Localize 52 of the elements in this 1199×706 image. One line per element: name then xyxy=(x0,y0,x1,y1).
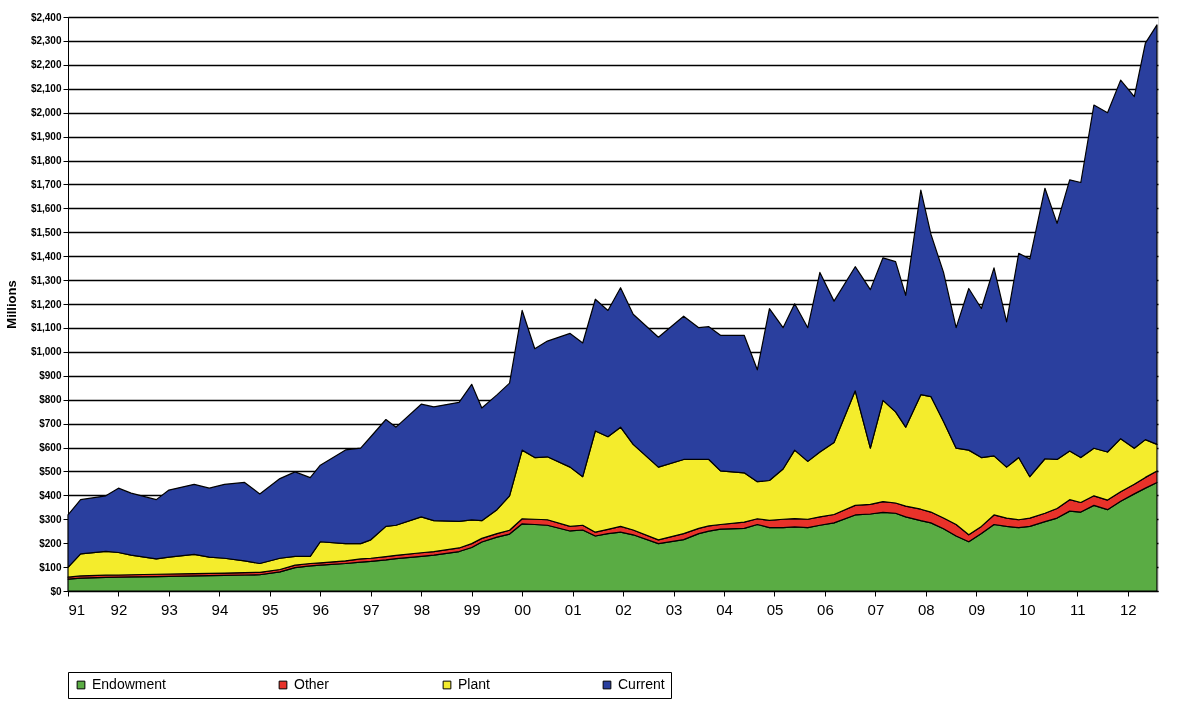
y-tick-label: $400 xyxy=(39,489,62,501)
y-tick-label: $1,300 xyxy=(30,274,62,286)
x-tick-label: 99 xyxy=(463,600,481,618)
x-tick-label: 00 xyxy=(514,600,532,618)
y-tick-label: $300 xyxy=(39,513,62,525)
y-axis-title: Millions xyxy=(3,280,19,329)
y-tick-label: $1,800 xyxy=(30,155,62,166)
y-tick-label: $1,500 xyxy=(30,226,62,238)
x-tick-label: 10 xyxy=(1018,600,1036,618)
x-tick-label: 01 xyxy=(564,600,582,618)
x-tick-label: 12 xyxy=(1119,600,1137,618)
y-tick-label: $1,700 xyxy=(30,178,62,190)
y-tick-label: $600 xyxy=(39,442,62,453)
y-tick-label: $2,300 xyxy=(30,35,62,47)
x-tick-label: 95 xyxy=(262,600,279,618)
x-tick-label: 06 xyxy=(817,600,834,618)
x-tick-label: 97 xyxy=(362,600,380,618)
y-tick-label: $1,100 xyxy=(30,322,62,334)
y-tick-label: $0 xyxy=(50,585,62,597)
y-tick-label: $2,000 xyxy=(30,107,62,119)
y-tick-label: $2,200 xyxy=(30,59,62,71)
legend-label: Plant xyxy=(458,676,491,692)
y-tick-label: $100 xyxy=(39,561,62,573)
y-tick-label: $700 xyxy=(39,418,62,430)
x-tick-label: 96 xyxy=(312,600,330,618)
x-tick-label: 03 xyxy=(665,600,683,618)
x-tick-label: 02 xyxy=(615,600,632,618)
x-tick-label: 07 xyxy=(867,600,885,618)
y-tick-label: $1,900 xyxy=(30,131,62,143)
x-tick-label: 11 xyxy=(1069,600,1086,618)
y-tick-label: $500 xyxy=(39,465,62,477)
legend-label: Current xyxy=(618,676,665,692)
x-tick-label: 94 xyxy=(211,600,229,618)
y-tick-label: $1,200 xyxy=(30,298,62,310)
y-tick-label: $900 xyxy=(39,370,62,382)
y-tick-label: $800 xyxy=(39,394,62,406)
legend-label: Other xyxy=(294,676,330,692)
x-tick-label: 08 xyxy=(918,600,935,618)
y-tick-label: $2,400 xyxy=(30,11,62,23)
x-tick-label: 93 xyxy=(161,600,178,618)
y-tick-label: $200 xyxy=(39,537,62,549)
y-tick-label: $2,100 xyxy=(30,83,62,95)
y-tick-label: $1,000 xyxy=(30,346,62,358)
x-tick-label: 92 xyxy=(110,600,128,618)
x-tick-label: 98 xyxy=(413,600,431,618)
x-tick-label: 04 xyxy=(716,600,733,618)
x-tick-label: 91 xyxy=(68,600,86,618)
y-tick-label: $1,400 xyxy=(30,250,62,262)
legend-label: Endowment xyxy=(92,676,167,692)
x-tick-label: 09 xyxy=(968,600,986,618)
x-tick-label: 05 xyxy=(766,600,784,618)
y-tick-label: $1,600 xyxy=(30,202,62,214)
